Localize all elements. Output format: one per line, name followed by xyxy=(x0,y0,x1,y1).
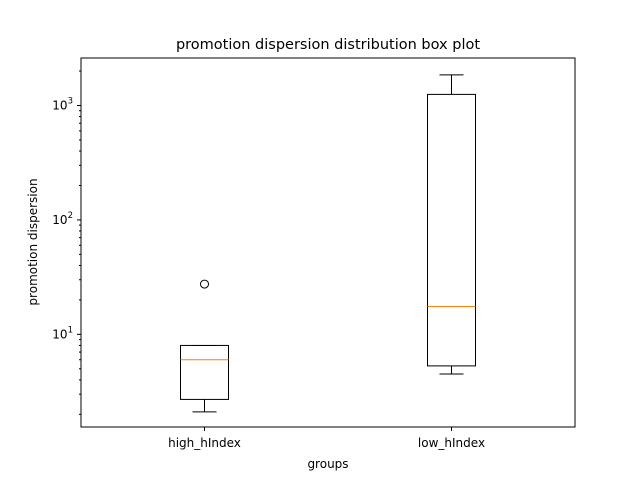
plot-frame xyxy=(80,57,576,428)
box-low-hindex xyxy=(427,93,476,367)
x-tick-label-high-hindex: high_hIndex xyxy=(168,436,241,450)
chart-title: promotion dispersion distribution box pl… xyxy=(176,37,480,53)
x-tick-label-low-hindex: low_hIndex xyxy=(418,436,485,450)
box-high-hindex xyxy=(180,344,229,400)
x-axis: high_hIndex low_hIndex xyxy=(168,427,485,450)
y-axis: 101 102 103 xyxy=(52,70,81,415)
y-axis-label: promotion dispersion xyxy=(26,178,40,305)
box-group xyxy=(180,74,476,413)
y-tick-label-1000: 103 xyxy=(52,96,73,112)
y-tick-label-100: 102 xyxy=(52,211,73,227)
y-tick-label-10: 101 xyxy=(52,325,73,341)
x-axis-label: groups xyxy=(307,457,348,471)
outlier-high-hindex-0 xyxy=(200,279,209,289)
